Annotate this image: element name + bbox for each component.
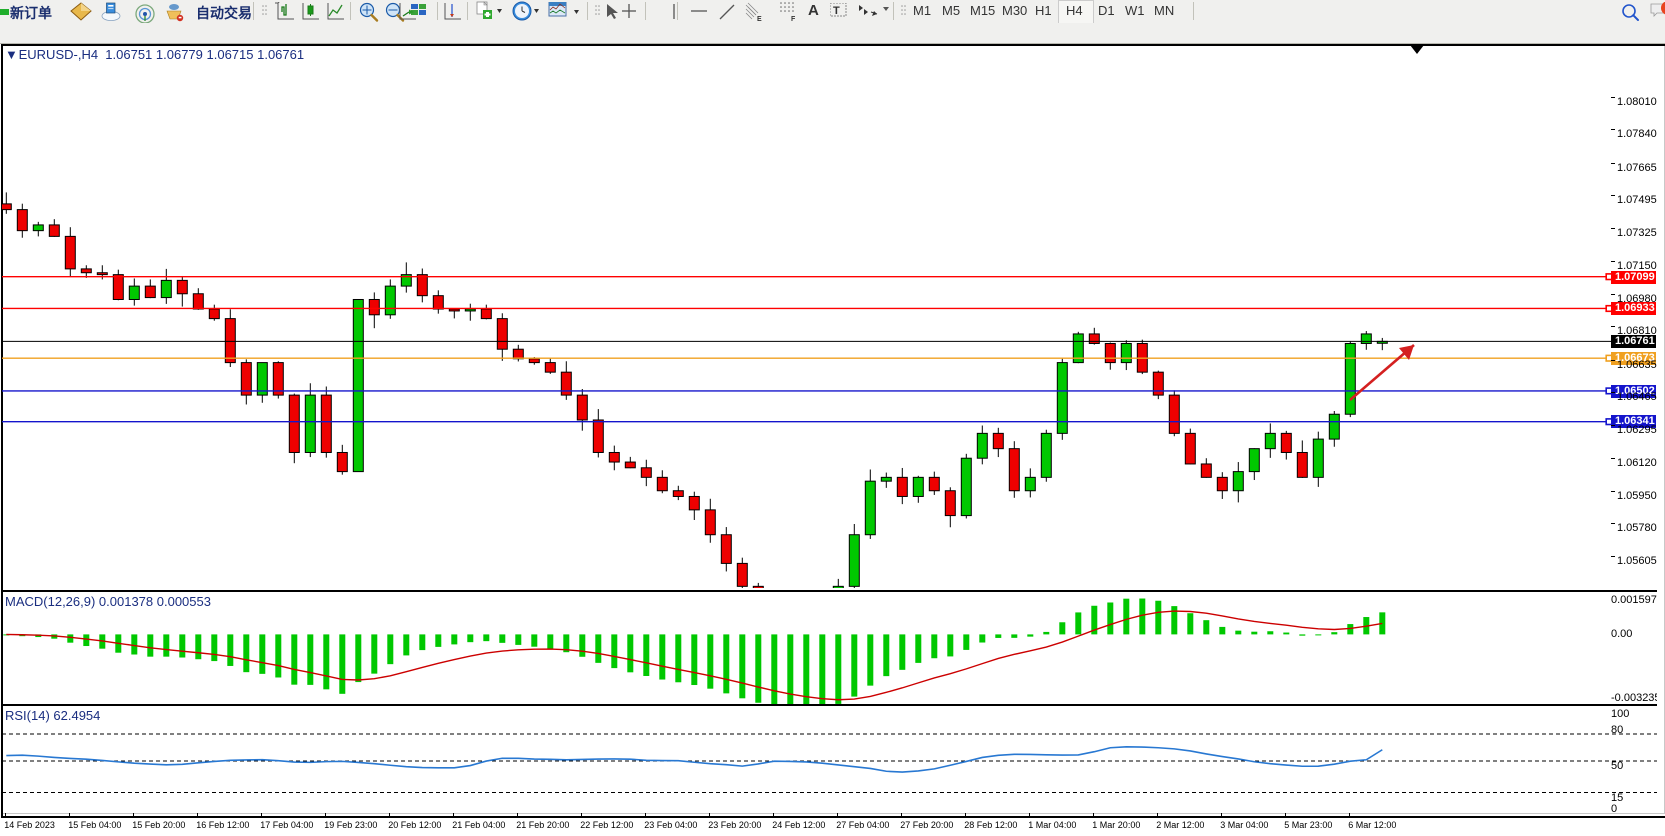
svg-text:E: E (757, 16, 762, 23)
svg-text:T: T (833, 5, 840, 17)
svg-text:F: F (791, 16, 796, 23)
